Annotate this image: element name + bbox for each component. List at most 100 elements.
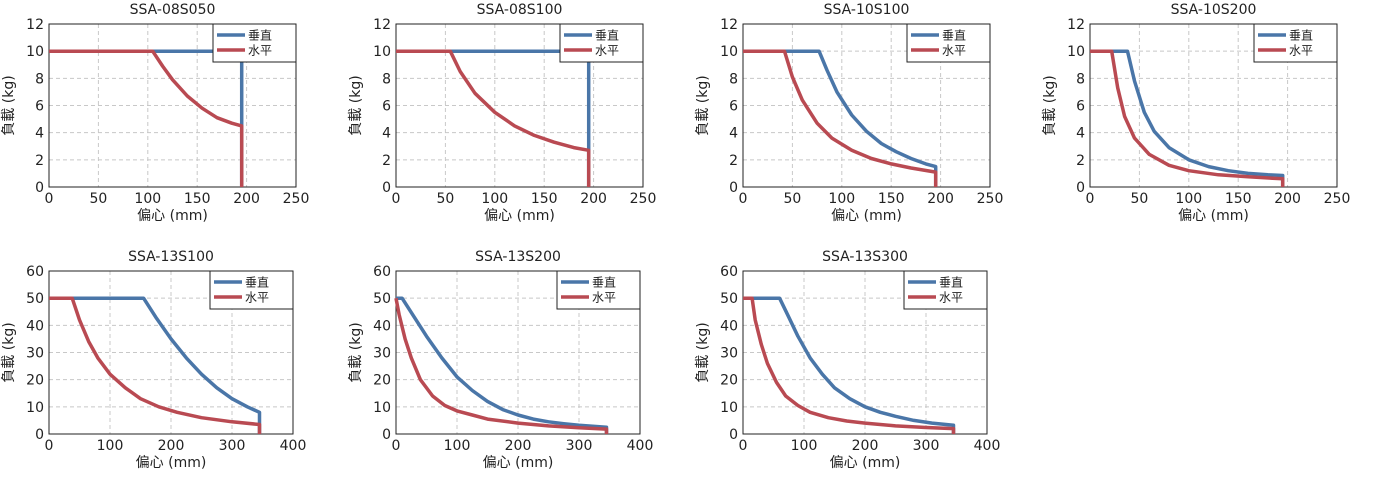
legend-entry: 垂直 — [245, 276, 269, 290]
legend-box — [559, 23, 644, 63]
y-axis-label: 負載 (kg) — [695, 75, 711, 135]
x-tick-label: 200 — [233, 191, 260, 207]
series-line-vertical — [1090, 49, 1285, 187]
legend-box — [906, 23, 991, 63]
chart-title: SSA-13S300 — [822, 249, 908, 265]
y-tick-label: 4 — [382, 126, 391, 142]
x-tick-label: 100 — [444, 438, 471, 454]
x-tick-label: 100 — [791, 438, 818, 454]
series-line-vertical — [743, 296, 956, 434]
legend-box — [212, 23, 297, 63]
y-tick-label: 30 — [373, 346, 391, 362]
y-tick-label: 10 — [26, 44, 44, 60]
y-tick-label: 60 — [26, 264, 44, 280]
x-tick-label: 0 — [739, 191, 748, 207]
x-tick-label: 400 — [974, 438, 1001, 454]
y-tick-label: 10 — [26, 400, 44, 416]
x-tick-label: 200 — [1274, 191, 1301, 207]
x-tick-label: 100 — [481, 191, 508, 207]
x-tick-label: 200 — [852, 438, 879, 454]
legend-entry: 垂直 — [939, 276, 963, 290]
chart-title: SSA-10S200 — [1171, 2, 1257, 18]
y-tick-label: 12 — [720, 17, 738, 33]
x-tick-label: 150 — [531, 191, 558, 207]
y-tick-label: 10 — [1067, 44, 1085, 60]
y-tick-label: 30 — [720, 346, 738, 362]
x-tick-label: 50 — [89, 191, 107, 207]
legend-entry: 水平 — [1289, 44, 1313, 58]
x-axis-label: 偏心 (mm) — [483, 455, 554, 471]
x-tick-label: 200 — [580, 191, 607, 207]
x-tick-label: 100 — [828, 191, 855, 207]
x-axis-label: 偏心 (mm) — [137, 208, 208, 224]
chart-title: SSA-08S050 — [130, 2, 216, 18]
x-tick-label: 400 — [280, 438, 307, 454]
y-tick-label: 20 — [26, 373, 44, 389]
series-line-vertical — [49, 49, 244, 187]
y-tick-label: 20 — [373, 373, 391, 389]
y-tick-label: 40 — [720, 318, 738, 334]
x-tick-label: 50 — [783, 191, 801, 207]
y-tick-label: 50 — [720, 291, 738, 307]
y-tick-label: 4 — [729, 126, 738, 142]
y-tick-label: 0 — [382, 427, 391, 443]
y-axis-label: 負載 (kg) — [1, 322, 17, 382]
series-line-vertical — [49, 296, 262, 434]
x-axis-label: 偏心 (mm) — [1178, 208, 1249, 224]
x-tick-label: 50 — [436, 191, 454, 207]
x-axis-label: 偏心 (mm) — [484, 208, 555, 224]
plot-frame — [742, 23, 991, 188]
y-tick-label: 2 — [382, 153, 391, 169]
x-axis-label: 偏心 (mm) — [136, 455, 207, 471]
chart-title: SSA-08S100 — [477, 2, 563, 18]
x-tick-label: 300 — [566, 438, 593, 454]
y-tick-label: 2 — [35, 153, 44, 169]
y-tick-label: 20 — [720, 373, 738, 389]
chart-title: SSA-13S200 — [475, 249, 561, 265]
chart-6: 0 100 200 300 400 0 10 20 30 40 50 60 SSA-13S200 偏心 (… — [348, 249, 653, 471]
y-axis-label: 負載 (kg) — [1, 75, 17, 135]
x-tick-label: 400 — [627, 438, 654, 454]
y-tick-label: 12 — [26, 17, 44, 33]
y-axis-label: 負載 (kg) — [348, 75, 364, 135]
y-tick-label: 0 — [382, 180, 391, 196]
y-tick-label: 12 — [1067, 17, 1085, 33]
plot-frame — [395, 270, 641, 435]
y-tick-label: 10 — [373, 44, 391, 60]
chart-5: 0 100 200 300 400 0 10 20 30 40 50 60 SSA-13S100 偏心 (… — [1, 249, 306, 471]
x-tick-label: 300 — [219, 438, 246, 454]
x-tick-label: 150 — [1225, 191, 1252, 207]
series-line-horizontal — [396, 49, 591, 187]
y-tick-label: 4 — [1076, 126, 1085, 142]
series-line-horizontal — [49, 296, 262, 434]
legend-entry: 水平 — [248, 44, 272, 58]
y-tick-label: 50 — [373, 291, 391, 307]
legend-box — [1253, 23, 1338, 63]
y-tick-label: 10 — [373, 400, 391, 416]
x-tick-label: 100 — [134, 191, 161, 207]
x-tick-label: 0 — [1086, 191, 1095, 207]
x-tick-label: 300 — [913, 438, 940, 454]
chart-1: 0 50 100 150 200 250 0 2 4 6 8 10 12 SSA-08S050 偏心 (mm… — [1, 2, 309, 224]
y-tick-label: 10 — [720, 400, 738, 416]
y-tick-label: 2 — [1076, 153, 1085, 169]
y-tick-label: 6 — [729, 99, 738, 115]
series-line-horizontal — [1090, 49, 1285, 187]
y-tick-label: 0 — [35, 180, 44, 196]
x-tick-label: 200 — [927, 191, 954, 207]
legend-entry: 水平 — [942, 44, 966, 58]
x-tick-label: 150 — [184, 191, 211, 207]
y-tick-label: 6 — [35, 99, 44, 115]
series-line-vertical — [743, 49, 938, 187]
x-tick-label: 0 — [45, 438, 54, 454]
legend-box — [903, 270, 988, 310]
y-axis-label: 負載 (kg) — [348, 322, 364, 382]
x-tick-label: 0 — [739, 438, 748, 454]
y-tick-label: 2 — [729, 153, 738, 169]
y-tick-label: 6 — [1076, 99, 1085, 115]
